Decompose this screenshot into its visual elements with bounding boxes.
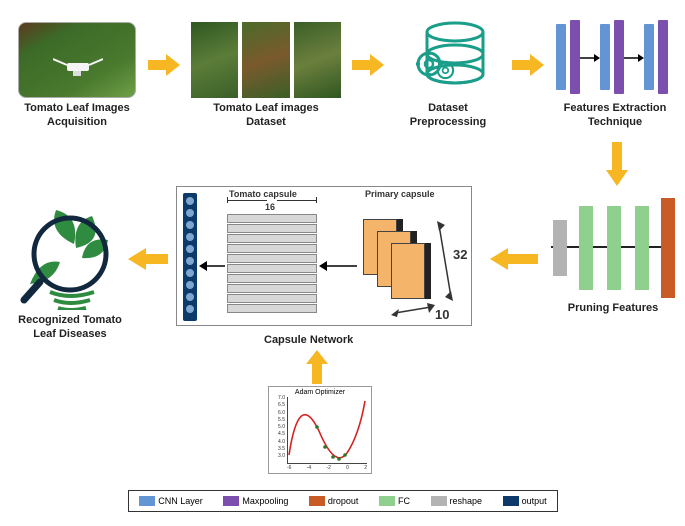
legend-label: output: [522, 496, 547, 506]
stage-label: Features ExtractionTechnique: [564, 102, 667, 130]
stage-acquisition: Tomato Leaf ImagesAcquisition: [12, 22, 142, 130]
legend-item: Maxpooling: [223, 496, 288, 506]
leaf-magnifier-icon: [20, 200, 120, 310]
stage-feature-extraction: Features ExtractionTechnique: [550, 18, 680, 130]
stage-pruning: Pruning Features: [548, 198, 678, 316]
arrow-left-icon: [488, 246, 538, 272]
stage-label: Pruning Features: [568, 302, 658, 316]
legend-label: CNN Layer: [158, 496, 203, 506]
arrow-left-icon: [126, 246, 168, 272]
stage-recognized: Recognized TomatoLeaf Diseases: [10, 200, 130, 342]
legend-label: dropout: [328, 496, 359, 506]
dim-arrow-h-icon: [435, 221, 455, 301]
legend-label: reshape: [450, 496, 483, 506]
arrow-left-small-icon: [199, 259, 225, 273]
stage-label: Recognized TomatoLeaf Diseases: [18, 314, 122, 342]
stage-label: Tomato Leaf imagesDataset: [213, 102, 319, 130]
dim-h: 32: [453, 247, 467, 262]
legend-item: reshape: [431, 496, 483, 506]
legend-item: output: [503, 496, 547, 506]
arrow-down-icon: [604, 142, 630, 188]
stage-label: DatasetPreprocessing: [410, 102, 486, 130]
legend-label: Maxpooling: [242, 496, 288, 506]
tomato-capsule-label: Tomato capsule: [229, 189, 297, 199]
legend-item: dropout: [309, 496, 359, 506]
legend-item: CNN Layer: [139, 496, 203, 506]
legend-label: FC: [398, 496, 410, 506]
dim-arrow-w-icon: [391, 303, 435, 317]
arrow-icon: [148, 52, 182, 78]
tomato-capsule-count: 16: [265, 202, 275, 212]
legend: CNN Layer Maxpooling dropout FC reshape …: [128, 490, 558, 512]
arrow-left-small-icon: [319, 259, 357, 273]
stage-dataset: Tomato Leaf imagesDataset: [186, 22, 346, 130]
arrow-icon: [512, 52, 546, 78]
stage-capsule-box: Tomato capsule Primary capsule 16: [176, 186, 472, 326]
adam-chart: Adam Optimizer 7.06.56.05.55.04.54.03.53…: [268, 386, 372, 474]
drone-icon: [53, 53, 103, 81]
dim-w: 10: [435, 307, 449, 322]
arrow-icon: [352, 52, 386, 78]
database-gear-icon: [409, 18, 487, 98]
stage-label: Tomato Leaf ImagesAcquisition: [24, 102, 130, 130]
primary-capsule-label: Primary capsule: [365, 189, 435, 199]
yticks: 7.06.56.05.55.04.54.03.53.0: [270, 395, 285, 461]
xticks: -6-4-202: [287, 465, 367, 471]
legend-item: FC: [379, 496, 410, 506]
adam-curve-icon: [287, 397, 367, 463]
stage-preprocessing: DatasetPreprocessing: [390, 18, 506, 130]
stage-label: Capsule Network: [264, 334, 353, 348]
arrow-up-icon: [304, 350, 330, 384]
